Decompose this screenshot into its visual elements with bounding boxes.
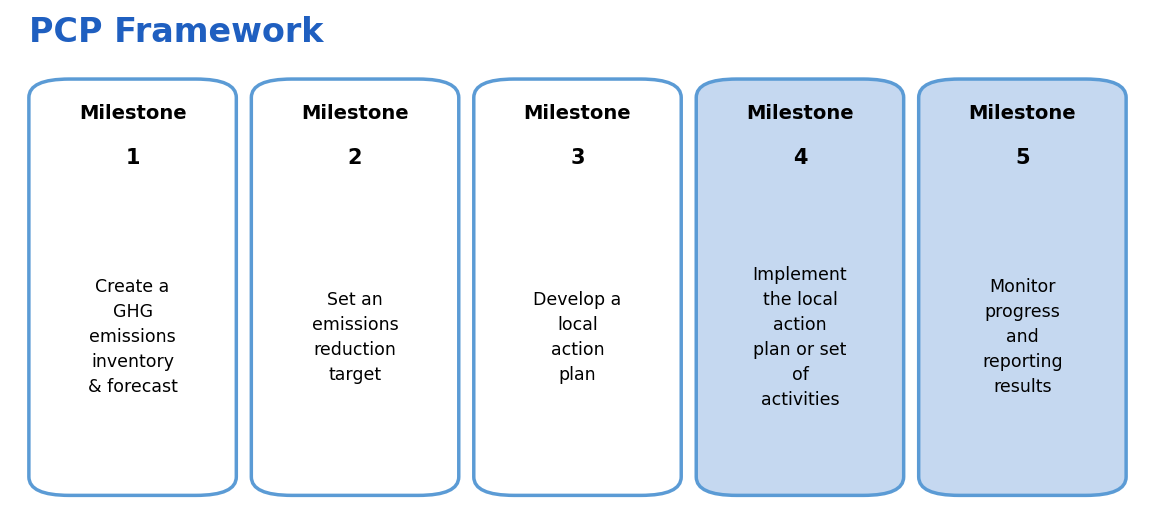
Text: 4: 4 xyxy=(792,148,807,168)
Text: Monitor
progress
and
reporting
results: Monitor progress and reporting results xyxy=(982,278,1063,396)
Text: PCP Framework: PCP Framework xyxy=(29,16,323,49)
Text: Set an
emissions
reduction
target: Set an emissions reduction target xyxy=(312,291,398,384)
FancyBboxPatch shape xyxy=(474,79,681,495)
Text: Milestone: Milestone xyxy=(79,104,186,123)
Text: Milestone: Milestone xyxy=(969,104,1076,123)
FancyBboxPatch shape xyxy=(252,79,459,495)
Text: 3: 3 xyxy=(571,148,584,168)
Text: 5: 5 xyxy=(1015,148,1030,168)
FancyBboxPatch shape xyxy=(29,79,237,495)
Text: 2: 2 xyxy=(348,148,363,168)
Text: Milestone: Milestone xyxy=(301,104,409,123)
FancyBboxPatch shape xyxy=(696,79,903,495)
Text: Milestone: Milestone xyxy=(746,104,854,123)
Text: Create a
GHG
emissions
inventory
& forecast: Create a GHG emissions inventory & forec… xyxy=(88,278,178,396)
FancyBboxPatch shape xyxy=(918,79,1126,495)
Text: Milestone: Milestone xyxy=(523,104,632,123)
Text: Implement
the local
action
plan or set
of
activities: Implement the local action plan or set o… xyxy=(753,266,848,408)
Text: Develop a
local
action
plan: Develop a local action plan xyxy=(534,291,621,384)
Text: 1: 1 xyxy=(126,148,140,168)
